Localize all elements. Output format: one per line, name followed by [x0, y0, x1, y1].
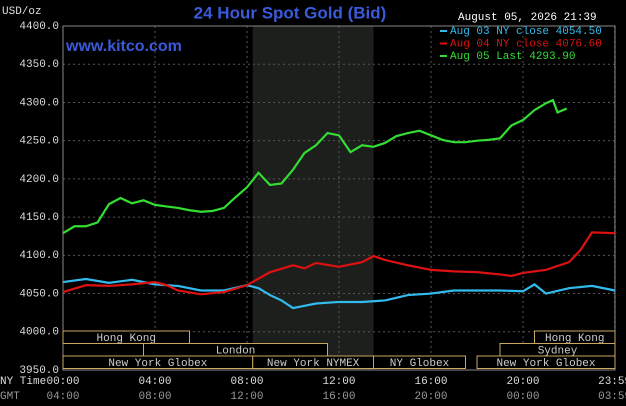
session-box — [476, 355, 616, 369]
x2-tick-label: 08:00 — [138, 391, 171, 403]
y-tick-label: 3950.0 — [19, 365, 59, 377]
y-tick-label: 4200.0 — [19, 174, 59, 186]
x2-row-label: GMT — [0, 391, 20, 403]
y-tick-label: 4300.0 — [19, 97, 59, 109]
x-tick-label: 20:00 — [506, 376, 539, 388]
y-tick-label: 4400.0 — [19, 21, 59, 33]
y-axis-label: USD/oz — [2, 6, 42, 18]
session-box — [373, 355, 466, 369]
session-label: Hong Kong — [97, 333, 156, 345]
x2-tick-label: 20:00 — [414, 391, 447, 403]
session-label: NY Globex — [390, 358, 450, 370]
plot-layer — [62, 25, 616, 371]
legend-label: Aug 04 NY close 4076.60 — [450, 38, 602, 50]
website: www.kitco.com — [65, 38, 182, 55]
y-tick-label: 4000.0 — [19, 327, 59, 339]
session-label: Hong Kong — [545, 333, 604, 345]
x2-tick-label: 12:00 — [230, 391, 263, 403]
y-tick-label: 4050.0 — [19, 288, 59, 300]
y-tick-label: 4150.0 — [19, 212, 59, 224]
x2-tick-label: 16:00 — [322, 391, 355, 403]
x-tick-label: 00:00 — [46, 376, 79, 388]
legend-label: Aug 03 NY close 4054.50 — [450, 26, 602, 38]
series-line — [62, 231, 616, 296]
series-line — [62, 98, 568, 235]
y-tick-label: 4100.0 — [19, 250, 59, 262]
x-row-label: NY Time — [0, 376, 46, 388]
legend-label: Aug 05 Last 4293.90 — [450, 51, 575, 63]
x2-tick-label: 00:00 — [506, 391, 539, 403]
x-tick-label: 12:00 — [322, 376, 355, 388]
x-tick-label: 04:00 — [138, 376, 171, 388]
session-label: New York Globex — [108, 358, 207, 370]
x2-tick-label: 03:59 — [598, 391, 626, 403]
x-tick-label: 23:59 — [598, 376, 626, 388]
x-tick-label: 08:00 — [230, 376, 263, 388]
session-label: London — [216, 346, 256, 358]
timestamp: August 05, 2026 21:39 — [458, 12, 597, 24]
session-label: Sydney — [538, 346, 578, 358]
session-label: New York NYMEX — [267, 358, 360, 370]
session-box — [62, 330, 190, 344]
shaded-session — [252, 26, 374, 370]
session-label: New York Globex — [496, 358, 595, 370]
y-tick-label: 4350.0 — [19, 59, 59, 71]
chart-title: 24 Hour Spot Gold (Bid) — [194, 3, 387, 22]
x2-tick-label: 04:00 — [46, 391, 79, 403]
plot-border — [62, 25, 616, 371]
y-tick-label: 4250.0 — [19, 136, 59, 148]
x-tick-label: 16:00 — [414, 376, 447, 388]
series-line — [62, 277, 616, 310]
